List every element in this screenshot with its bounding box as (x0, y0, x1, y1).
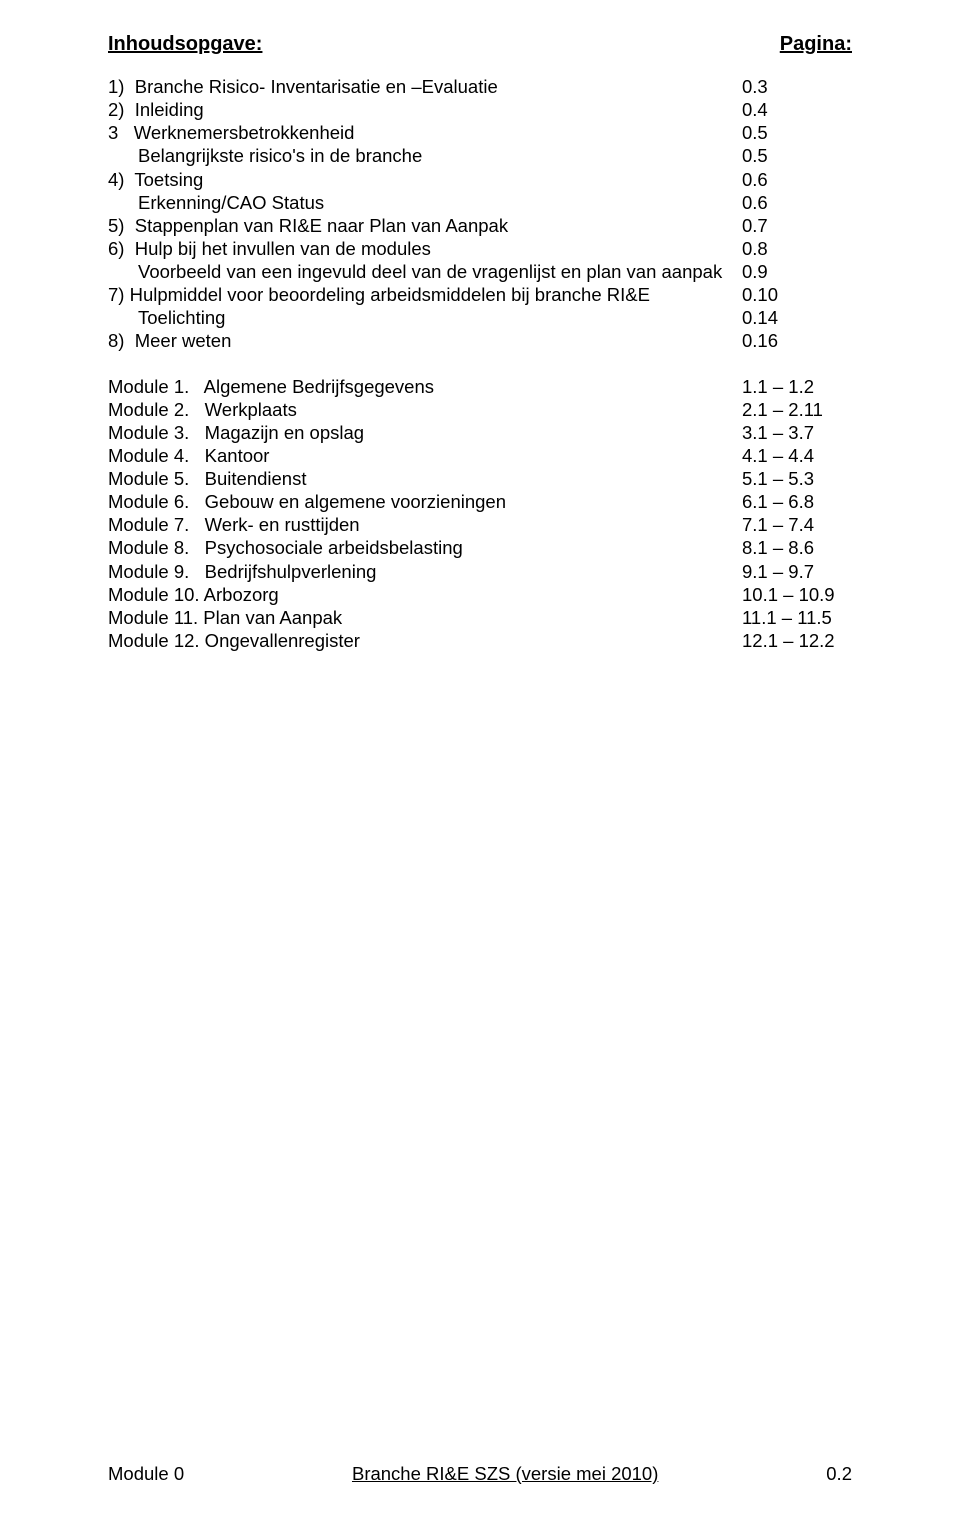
toc-row: 5) Stappenplan van RI&E naar Plan van Aa… (108, 214, 852, 237)
toc-row-page: 0.16 (742, 329, 852, 352)
toc-row-label: 6) Hulp bij het invullen van de modules (108, 237, 742, 260)
toc-row: Toelichting0.14 (108, 306, 852, 329)
module-row-label: Module 8. Psychosociale arbeidsbelasting (108, 536, 742, 559)
toc-row-label: Voorbeeld van een ingevuld deel van de v… (108, 260, 742, 283)
toc-row-page: 0.7 (742, 214, 852, 237)
toc-row-label: Toelichting (108, 306, 742, 329)
module-row-page: 3.1 – 3.7 (742, 421, 852, 444)
module-row-page: 5.1 – 5.3 (742, 467, 852, 490)
module-row-page: 1.1 – 1.2 (742, 375, 852, 398)
page-footer: Module 0 Branche RI&E SZS (versie mei 20… (108, 1462, 852, 1485)
toc-row-label: 7) Hulpmiddel voor beoordeling arbeidsmi… (108, 283, 742, 306)
module-row-page: 7.1 – 7.4 (742, 513, 852, 536)
toc-header-right: Pagina: (780, 32, 852, 57)
module-row-label: Module 9. Bedrijfshulpverlening (108, 560, 742, 583)
module-row-label: Module 11. Plan van Aanpak (108, 606, 742, 629)
toc-row: 4) Toetsing0.6 (108, 168, 852, 191)
module-row: Module 1. Algemene Bedrijfsgegevens1.1 –… (108, 375, 852, 398)
module-row-page: 8.1 – 8.6 (742, 536, 852, 559)
toc-row-page: 0.5 (742, 144, 852, 167)
toc-row: Erkenning/CAO Status0.6 (108, 191, 852, 214)
module-row: Module 8. Psychosociale arbeidsbelasting… (108, 536, 852, 559)
module-row: Module 12. Ongevallenregister12.1 – 12.2 (108, 629, 852, 652)
module-row: Module 3. Magazijn en opslag3.1 – 3.7 (108, 421, 852, 444)
toc-row-label: 3 Werknemersbetrokkenheid (108, 121, 742, 144)
module-row-label: Module 12. Ongevallenregister (108, 629, 742, 652)
toc-row-page: 0.9 (742, 260, 852, 283)
module-row: Module 6. Gebouw en algemene voorziening… (108, 490, 852, 513)
module-row-page: 12.1 – 12.2 (742, 629, 852, 652)
toc-row-label: 4) Toetsing (108, 168, 742, 191)
toc-row-label: 5) Stappenplan van RI&E naar Plan van Aa… (108, 214, 742, 237)
module-row: Module 7. Werk- en rusttijden7.1 – 7.4 (108, 513, 852, 536)
module-row: Module 2. Werkplaats2.1 – 2.11 (108, 398, 852, 421)
toc-row-page: 0.10 (742, 283, 852, 306)
toc-header-left: Inhoudsopgave: (108, 32, 262, 57)
toc-row-label: 1) Branche Risico- Inventarisatie en –Ev… (108, 75, 742, 98)
toc-row-label: 2) Inleiding (108, 98, 742, 121)
toc-row: 3 Werknemersbetrokkenheid0.5 (108, 121, 852, 144)
toc-row-page: 0.5 (742, 121, 852, 144)
module-row-page: 10.1 – 10.9 (742, 583, 852, 606)
module-row-page: 9.1 – 9.7 (742, 560, 852, 583)
module-row-label: Module 6. Gebouw en algemene voorziening… (108, 490, 742, 513)
toc-list: 1) Branche Risico- Inventarisatie en –Ev… (108, 75, 852, 353)
toc-row-page: 0.14 (742, 306, 852, 329)
toc-row: 1) Branche Risico- Inventarisatie en –Ev… (108, 75, 852, 98)
toc-header: Inhoudsopgave: Pagina: (108, 32, 852, 57)
module-row-page: 11.1 – 11.5 (742, 606, 852, 629)
module-row-label: Module 10. Arbozorg (108, 583, 742, 606)
toc-row: 6) Hulp bij het invullen van de modules0… (108, 237, 852, 260)
toc-row-label: Erkenning/CAO Status (108, 191, 742, 214)
toc-row-page: 0.8 (742, 237, 852, 260)
toc-row-page: 0.6 (742, 191, 852, 214)
toc-row-label: 8) Meer weten (108, 329, 742, 352)
module-row-page: 6.1 – 6.8 (742, 490, 852, 513)
footer-center: Branche RI&E SZS (versie mei 2010) (352, 1462, 658, 1485)
module-row-label: Module 4. Kantoor (108, 444, 742, 467)
module-row-label: Module 5. Buitendienst (108, 467, 742, 490)
module-row-page: 2.1 – 2.11 (742, 398, 852, 421)
toc-row-page: 0.4 (742, 98, 852, 121)
module-row: Module 4. Kantoor4.1 – 4.4 (108, 444, 852, 467)
toc-row: Voorbeeld van een ingevuld deel van de v… (108, 260, 852, 283)
module-row: Module 10. Arbozorg10.1 – 10.9 (108, 583, 852, 606)
module-row: Module 9. Bedrijfshulpverlening9.1 – 9.7 (108, 560, 852, 583)
footer-right: 0.2 (826, 1462, 852, 1485)
toc-row: 8) Meer weten0.16 (108, 329, 852, 352)
toc-row-label: Belangrijkste risico's in de branche (108, 144, 742, 167)
modules-list: Module 1. Algemene Bedrijfsgegevens1.1 –… (108, 375, 852, 653)
toc-row-page: 0.3 (742, 75, 852, 98)
page-content: Inhoudsopgave: Pagina: 1) Branche Risico… (0, 0, 960, 652)
toc-row: 2) Inleiding0.4 (108, 98, 852, 121)
module-row-page: 4.1 – 4.4 (742, 444, 852, 467)
module-row-label: Module 7. Werk- en rusttijden (108, 513, 742, 536)
toc-row: Belangrijkste risico's in de branche0.5 (108, 144, 852, 167)
module-row: Module 5. Buitendienst5.1 – 5.3 (108, 467, 852, 490)
module-row: Module 11. Plan van Aanpak11.1 – 11.5 (108, 606, 852, 629)
footer-left: Module 0 (108, 1462, 184, 1485)
module-row-label: Module 2. Werkplaats (108, 398, 742, 421)
toc-row: 7) Hulpmiddel voor beoordeling arbeidsmi… (108, 283, 852, 306)
module-row-label: Module 1. Algemene Bedrijfsgegevens (108, 375, 742, 398)
module-row-label: Module 3. Magazijn en opslag (108, 421, 742, 444)
toc-row-page: 0.6 (742, 168, 852, 191)
